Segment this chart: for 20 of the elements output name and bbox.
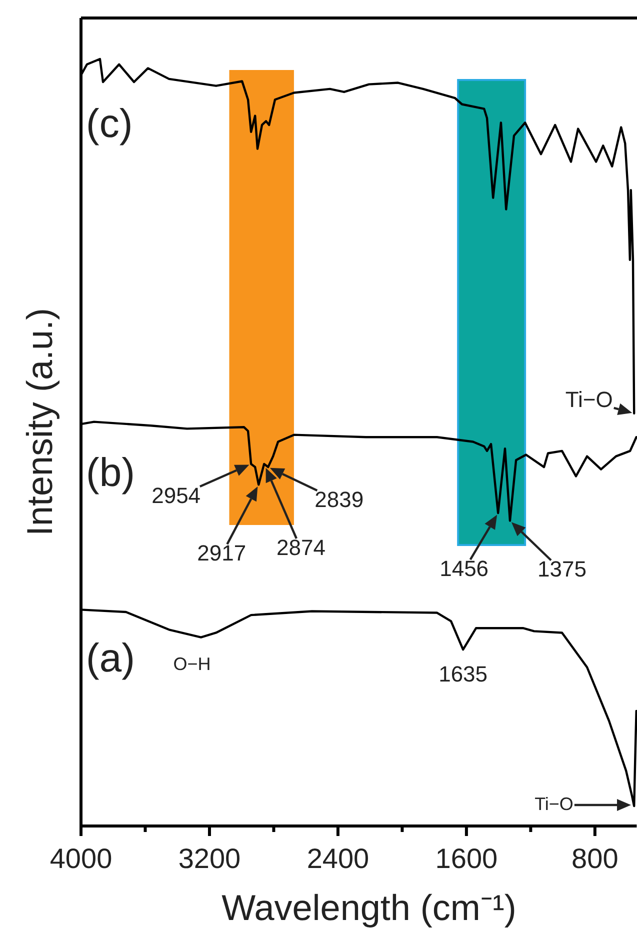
annotation: 1456: [440, 556, 489, 581]
series-label: (a): [86, 636, 135, 681]
annotation: Ti−O: [534, 794, 574, 814]
x-axis-title: Wavelength (cm⁻¹): [222, 887, 516, 928]
x-tick-label: 3200: [178, 842, 241, 874]
annotation: 1375: [537, 556, 586, 582]
y-axis-title: Intensity (a.u.): [19, 308, 60, 536]
annotation: Ti−O: [565, 387, 613, 412]
x-tick-label: 1600: [435, 842, 498, 874]
annotation: O−H: [173, 654, 211, 674]
annotation: 2917: [197, 540, 246, 566]
series-label: (b): [86, 451, 135, 496]
x-tick-label: 4000: [50, 842, 112, 874]
annotation: 2954: [152, 482, 201, 508]
x-tick-label: 2400: [306, 842, 370, 874]
annotation: 2839: [314, 486, 364, 512]
annotation: 2874: [276, 534, 326, 560]
annotation: 1635: [438, 661, 488, 686]
x-tick-label: 800: [572, 842, 618, 874]
series-label: (c): [86, 102, 133, 146]
